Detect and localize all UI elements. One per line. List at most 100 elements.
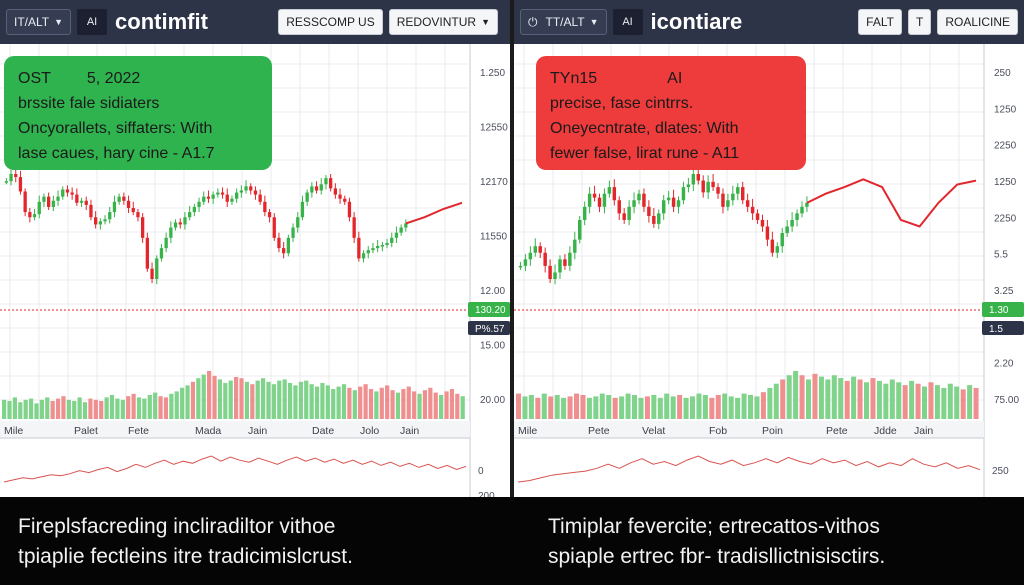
x-tick-label: Velat: [642, 425, 665, 437]
candle: [612, 187, 617, 201]
right-ai-button[interactable]: AI: [612, 9, 643, 35]
candle: [310, 186, 314, 193]
candle: [686, 184, 691, 188]
candle: [361, 253, 366, 259]
volume-bar: [379, 387, 384, 419]
right-symbol-select[interactable]: ⏻ TT/ALT ▼: [520, 9, 607, 35]
left-candlestick-chart: 1.250 12550 12170 11550 12.00 15.00 20.00 130.2…: [0, 44, 510, 497]
y-tick-label: 15.00: [480, 341, 505, 352]
volume-bar: [158, 396, 163, 419]
chevron-down-icon: ▼: [481, 17, 490, 27]
right-falt-button[interactable]: FALT: [858, 9, 902, 35]
volume-bar: [896, 382, 902, 419]
candle: [28, 212, 32, 218]
volume-bar: [670, 396, 676, 419]
volume-bar: [709, 397, 715, 419]
candle: [385, 242, 389, 246]
volume-bar: [109, 395, 115, 419]
volume-bar: [831, 375, 837, 419]
candle: [277, 237, 281, 249]
candle: [740, 187, 745, 201]
x-tick-label: Mile: [4, 425, 23, 437]
left-caption-line2: tpiaplie fectleins itre tradicimislcrust…: [18, 545, 353, 568]
candle: [117, 196, 121, 202]
x-axis-strip: [514, 421, 984, 438]
volume-bar: [153, 392, 158, 419]
volume-bar: [61, 396, 66, 419]
volume-bar: [217, 379, 223, 419]
volume-bar: [266, 381, 271, 419]
volume-bar: [535, 397, 541, 419]
volume-bar: [23, 399, 28, 419]
candle: [131, 207, 135, 213]
candle: [258, 194, 262, 202]
x-tick-label: Jain: [400, 425, 419, 437]
price-tag-bg: [468, 302, 510, 317]
volume-bar: [612, 397, 618, 419]
candle: [399, 227, 403, 233]
left-redovintur-select[interactable]: REDOVINTUR ▼: [388, 9, 498, 35]
volume-bar: [439, 395, 444, 419]
volume-bar: [260, 378, 266, 419]
volume-bar: [838, 378, 844, 419]
x-tick-label: Jdde: [874, 425, 897, 437]
y-tick-label: 11550: [480, 232, 508, 243]
volume-bar: [72, 401, 77, 419]
right-toolbar: ⏻ TT/ALT ▼ AI icontiare FALT T ROALICINE: [514, 0, 1024, 44]
candle: [136, 212, 140, 218]
caption-bar: [0, 497, 1024, 585]
left-symbol-select[interactable]: IT/ALT ▼: [6, 9, 72, 35]
volume-bar: [580, 395, 586, 419]
volume-bar: [174, 391, 179, 419]
panel-divider: [510, 0, 514, 497]
x-tick-label: Palet: [74, 425, 98, 437]
volume-bar: [735, 397, 741, 419]
candle: [676, 200, 681, 207]
volume-bar: [657, 397, 663, 419]
right-roalicine-button[interactable]: ROALICINE: [937, 9, 1018, 35]
left-rescomp-button[interactable]: RESSCOMP US: [278, 9, 383, 35]
candle: [790, 219, 794, 227]
volume-bar: [104, 397, 109, 419]
volume-bar: [748, 395, 754, 419]
volume-bar: [131, 393, 136, 419]
volume-bar: [444, 391, 449, 419]
volume-bar: [954, 386, 960, 419]
volume-bar: [250, 384, 255, 419]
candle: [249, 186, 253, 191]
left-ai-button[interactable]: AI: [77, 9, 108, 35]
candle: [155, 258, 159, 279]
right-t-button[interactable]: T: [907, 9, 932, 35]
candle: [543, 252, 547, 266]
volume-bar: [77, 397, 82, 419]
y-tick-label: 75.00: [994, 395, 1019, 406]
candle: [745, 200, 750, 207]
candle: [404, 223, 408, 228]
candle: [211, 194, 215, 199]
candle: [523, 259, 528, 266]
volume-bar: [201, 374, 206, 419]
volume-bar: [99, 401, 104, 419]
volume-bar: [586, 397, 592, 419]
volume-bar: [271, 384, 276, 419]
volume-bar: [967, 385, 973, 419]
volume-bar: [314, 386, 320, 419]
candle: [795, 213, 799, 220]
volume-bar: [574, 393, 580, 419]
candle: [333, 188, 337, 195]
volume-bar: [528, 395, 534, 419]
volume-bar: [45, 397, 50, 419]
candle: [183, 217, 187, 225]
volume-bar: [358, 386, 363, 419]
candle: [528, 252, 533, 260]
volume-bar: [460, 396, 465, 419]
candle: [272, 217, 276, 238]
candle: [98, 221, 102, 225]
volume-bar: [844, 380, 850, 419]
right-info-line4: fewer false, lirat rune - A11: [550, 145, 740, 162]
candle: [23, 191, 27, 213]
volume-bar: [455, 393, 460, 419]
candle: [563, 259, 567, 266]
volume-bar: [696, 393, 702, 419]
x-tick-label: Jolo: [360, 425, 379, 437]
